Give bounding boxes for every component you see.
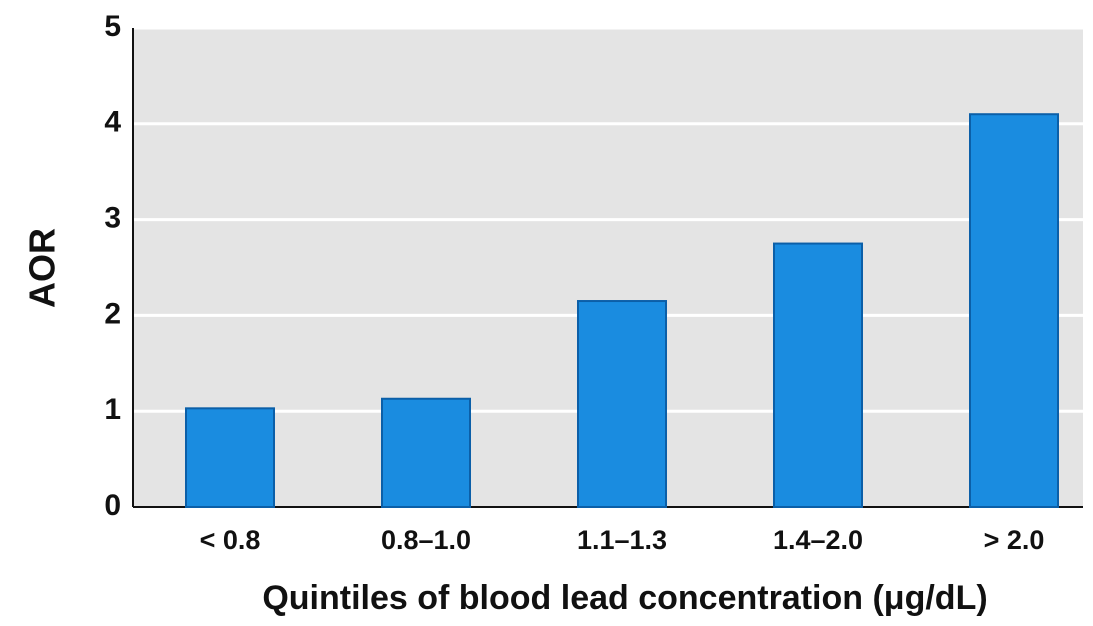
y-tick-label: 1 <box>104 393 121 426</box>
bar <box>969 113 1059 508</box>
x-tick-label: < 0.8 <box>200 525 261 555</box>
y-tick-label: 2 <box>104 297 121 330</box>
bar <box>185 407 275 508</box>
y-tick-label: 3 <box>104 202 121 235</box>
y-axis-label: AOR <box>22 228 63 308</box>
bar <box>381 397 471 508</box>
y-tick-label: 5 <box>104 10 121 43</box>
y-tick-label: 4 <box>104 106 121 139</box>
bar <box>577 300 667 508</box>
y-tick-label: 0 <box>104 489 121 522</box>
bar <box>773 242 863 509</box>
x-tick-label: > 2.0 <box>984 525 1045 555</box>
x-tick-label: 0.8–1.0 <box>381 525 471 555</box>
x-axis-label: Quintiles of blood lead concentration (μ… <box>262 579 987 617</box>
x-tick-label: 1.4–2.0 <box>773 525 863 555</box>
x-tick-label: 1.1–1.3 <box>577 525 667 555</box>
